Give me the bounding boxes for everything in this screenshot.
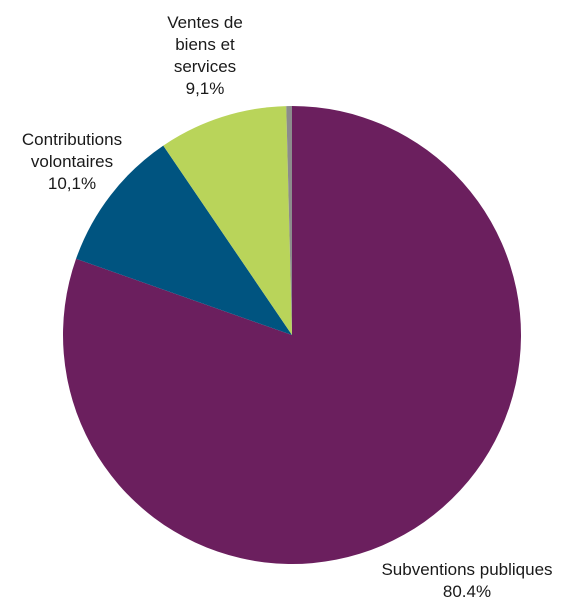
pie-label-ventes: Ventes de biens et services 9,1% xyxy=(167,13,243,98)
pie-label-contributions-name-line: Contributions xyxy=(22,130,122,149)
pie-label-subventions-percent: 80.4% xyxy=(443,582,491,599)
pie-slice-autre xyxy=(286,105,292,335)
pie-slice-contributions xyxy=(76,145,292,335)
pie-label-ventes-name-line: Ventes de xyxy=(167,13,243,32)
pie-label-ventes-name-line: biens et xyxy=(175,35,235,54)
pie-label-contributions-percent: 10,1% xyxy=(48,174,96,193)
pie-labels: Subventions publiques 80.4% Contributions v… xyxy=(22,13,553,599)
pie-label-contributions-name-line: volontaires xyxy=(31,152,113,171)
pie-label-ventes-name-line: services xyxy=(174,57,236,76)
pie-label-subventions: Subventions publiques 80.4% xyxy=(381,560,552,599)
pie-slice-subventions xyxy=(63,106,522,564)
pie-slice-ventes xyxy=(163,106,292,335)
pie-label-ventes-percent: 9,1% xyxy=(186,79,225,98)
pie-slices xyxy=(63,105,522,564)
pie-label-subventions-name-line: Subventions publiques xyxy=(381,560,552,579)
pie-label-contributions: Contributions volontaires 10,1% xyxy=(22,130,122,193)
